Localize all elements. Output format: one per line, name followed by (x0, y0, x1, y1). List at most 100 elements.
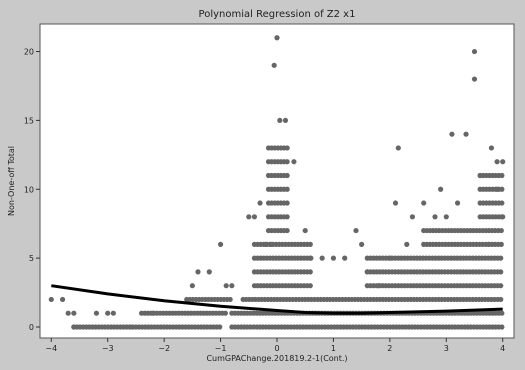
data-point (359, 241, 365, 247)
data-point (471, 76, 478, 82)
data-point (454, 200, 461, 206)
data-point (307, 241, 313, 247)
y-axis-label: Non-One-off Total (7, 146, 16, 216)
data-point (488, 145, 495, 151)
data-point (284, 200, 290, 206)
data-point (217, 241, 224, 247)
data-point (498, 269, 504, 275)
fit-line (51, 284, 503, 315)
data-point (375, 283, 382, 289)
data-point (463, 131, 469, 137)
data-point (251, 214, 258, 220)
data-point (498, 241, 504, 247)
data-point (387, 255, 393, 261)
data-point (271, 62, 277, 68)
data-point (291, 159, 297, 165)
x-tick-label: −2 (158, 344, 170, 353)
data-point (499, 186, 505, 192)
data-point (342, 255, 348, 261)
data-point (498, 255, 504, 261)
data-point (498, 283, 504, 289)
y-tick-label: 15 (24, 116, 34, 125)
data-point (284, 186, 290, 192)
data-point (364, 269, 370, 275)
data-point (449, 131, 455, 137)
x-tick-label: 0 (274, 344, 279, 353)
data-point (110, 310, 116, 316)
data-point (257, 200, 263, 206)
data-point (223, 283, 229, 289)
data-point (353, 227, 359, 234)
data-point (93, 310, 100, 316)
data-point (308, 255, 314, 261)
data-point (404, 241, 410, 247)
data-point (274, 35, 280, 41)
data-point (284, 227, 290, 234)
data-point (421, 200, 427, 206)
y-tick-label: 5 (29, 254, 34, 263)
y-tick-label: 10 (24, 185, 34, 194)
data-point (105, 310, 111, 316)
data-point (48, 296, 54, 303)
x-tick-label: 4 (500, 344, 505, 353)
data-point (227, 296, 233, 303)
x-tick-label: 1 (331, 344, 336, 353)
data-point (498, 227, 504, 234)
chart-title: Polynomial Regression of Z2 x1 (199, 9, 356, 20)
data-point (222, 310, 228, 316)
data-point (277, 117, 283, 124)
x-axis-label: CumGPAChange.201819.2-1(Cont.) (206, 354, 347, 363)
data-point (284, 159, 290, 165)
data-point (499, 200, 505, 206)
data-point (499, 324, 505, 330)
x-tick-label: 3 (444, 344, 449, 353)
data-point (330, 255, 337, 261)
data-point (217, 324, 223, 330)
data-point (471, 48, 478, 55)
y-axis: 0 5 10 15 20 (24, 48, 40, 332)
data-point (443, 214, 449, 220)
data-point (284, 214, 290, 220)
data-point (229, 283, 235, 289)
data-point (494, 186, 500, 192)
data-point (246, 214, 252, 220)
data-point (65, 310, 71, 316)
x-tick-label: −3 (102, 344, 114, 353)
data-point (500, 159, 506, 165)
data-point (438, 186, 444, 192)
y-tick-label: 0 (29, 323, 34, 332)
data-point (150, 310, 156, 316)
y-tick-label: 20 (24, 48, 34, 57)
data-point (71, 310, 77, 316)
data-point (268, 241, 274, 247)
x-tick-label: −1 (215, 344, 227, 353)
data-point (206, 269, 212, 275)
data-point (284, 145, 290, 151)
data-point (395, 145, 401, 151)
x-tick-label: 2 (387, 344, 392, 353)
data-point (409, 214, 416, 220)
data-point (284, 172, 290, 179)
data-point (302, 227, 308, 234)
data-point (59, 296, 66, 303)
x-tick-label: −4 (45, 344, 57, 353)
data-point (494, 159, 500, 165)
data-point (127, 324, 133, 330)
data-point (307, 269, 313, 275)
data-point (432, 214, 438, 220)
data-point (486, 241, 492, 247)
x-axis: −4 −3 −2 −1 0 1 2 3 4 (45, 338, 505, 353)
data-point (499, 310, 505, 316)
plot-area (39, 23, 515, 339)
data-point (500, 214, 506, 220)
data-point (499, 172, 505, 179)
data-point (195, 269, 201, 275)
data-point (263, 241, 269, 247)
data-point (319, 255, 325, 261)
regression-curve (51, 284, 503, 315)
data-point (307, 283, 313, 289)
data-point (477, 172, 483, 179)
data-point (189, 283, 195, 289)
data-point (282, 117, 289, 124)
